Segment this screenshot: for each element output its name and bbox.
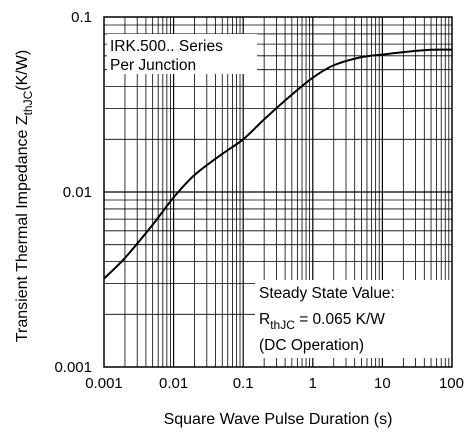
steady-state-line1: Steady State Value: xyxy=(259,285,395,302)
steady-state-line3: (DC Operation) xyxy=(259,337,364,354)
annotation-boxes: IRK.500.. Series Per Junction Steady State… xyxy=(107,34,451,358)
y-axis-label-main: Transient Thermal Impedance Z xyxy=(14,115,31,342)
x-tick-label: 100 xyxy=(439,375,464,392)
x-tick-labels: 0.001 0.01 0.1 1 10 100 xyxy=(85,375,464,392)
y-axis-label-unit: (K/W) xyxy=(14,50,31,91)
x-tick-label: 0.01 xyxy=(159,375,188,392)
plot-frame xyxy=(103,16,453,368)
y-axis-label-subscript: thJC xyxy=(21,90,35,115)
y-tick-label: 0.1 xyxy=(71,9,92,26)
y-tick-label: 0.001 xyxy=(54,359,92,376)
series-title-box xyxy=(107,34,257,74)
y-tick-label: 0.01 xyxy=(63,184,92,201)
x-tick-label: 10 xyxy=(374,375,391,392)
steady-state-box xyxy=(255,280,451,358)
series-title-line1: IRK.500.. Series xyxy=(110,38,223,55)
steady-state-r-sub: thJC xyxy=(270,318,295,332)
x-tick-label: 1 xyxy=(309,375,317,392)
x-tick-label: 0.001 xyxy=(85,375,123,392)
x-tick-label: 0.1 xyxy=(233,375,254,392)
steady-state-r: R xyxy=(259,311,270,328)
y-axis-label: Transient Thermal Impedance ZthJC(K/W) xyxy=(14,50,35,342)
impedance-curve xyxy=(103,48,453,280)
series-title-line2: Per Junction xyxy=(110,57,196,74)
x-axis-label: Square Wave Pulse Duration (s) xyxy=(164,411,393,428)
steady-state-value: = 0.065 K/W xyxy=(295,311,385,328)
y-tick-labels: 0.001 0.01 0.1 xyxy=(54,9,92,376)
steady-state-line2: RthJC = 0.065 K/W xyxy=(259,311,385,332)
